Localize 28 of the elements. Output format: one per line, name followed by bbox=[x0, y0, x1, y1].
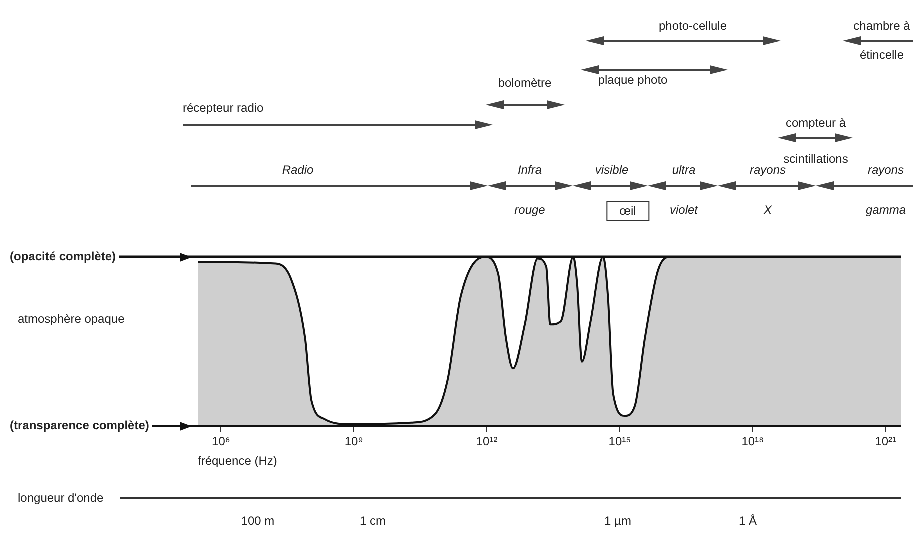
text: longueur d'onde bbox=[18, 490, 104, 506]
text: Infra rouge bbox=[514, 163, 546, 217]
text: récepteur radio bbox=[183, 100, 264, 116]
text: plaque photo bbox=[598, 72, 668, 88]
x-tick-label: 10¹⁵ bbox=[608, 434, 632, 449]
text: atmosphère opaque bbox=[18, 311, 125, 327]
text: 100 m bbox=[241, 513, 275, 529]
x-tick-label: 10¹⁸ bbox=[742, 434, 764, 449]
x-tick-label: 10¹² bbox=[476, 434, 498, 449]
text: 1 µm bbox=[604, 513, 632, 529]
x-tick-label: 10⁶ bbox=[212, 434, 230, 449]
text: photo-cellule bbox=[658, 18, 728, 34]
x-tick-label: 10⁹ bbox=[344, 434, 364, 449]
ref-line-label: (transparence complète) bbox=[10, 418, 150, 433]
text: rayons X bbox=[750, 163, 786, 217]
text: rayons gamma bbox=[866, 163, 906, 217]
text: visible bbox=[595, 162, 629, 179]
x-tick-label: 10²¹ bbox=[875, 434, 896, 449]
text: chambre à étincelle bbox=[854, 19, 910, 62]
text: bolomètre bbox=[498, 75, 552, 91]
text: ultra violet bbox=[670, 163, 698, 217]
text: 1 cm bbox=[360, 513, 386, 529]
x-axis-title: fréquence (Hz) bbox=[198, 454, 278, 468]
text: Radio bbox=[282, 162, 314, 179]
text: œil bbox=[606, 201, 650, 221]
ref-line-label: (opacité complète) bbox=[10, 249, 116, 264]
text: compteur à scintillations bbox=[784, 116, 848, 166]
text: 1 Å bbox=[738, 513, 758, 529]
